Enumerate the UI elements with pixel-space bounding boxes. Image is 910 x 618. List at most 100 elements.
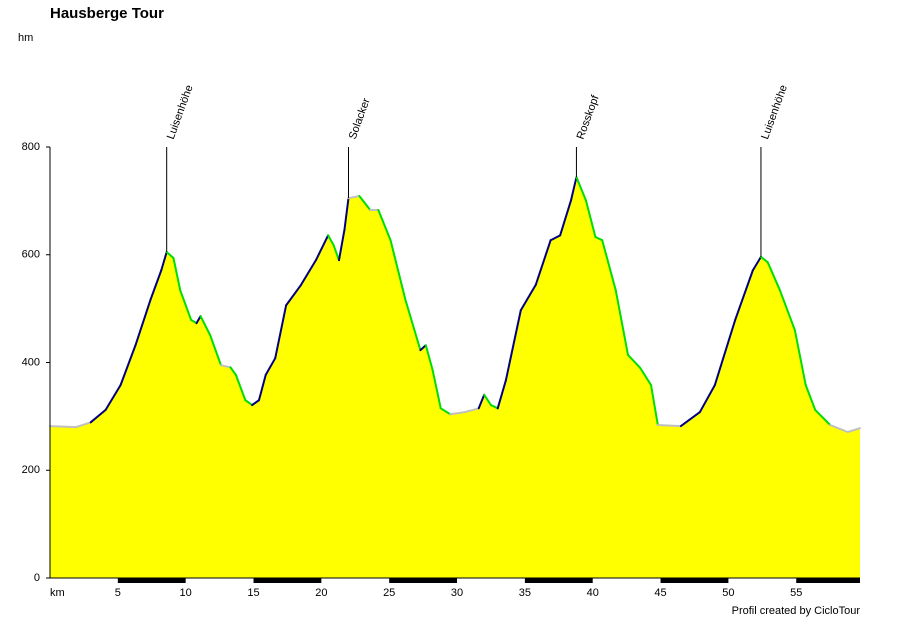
- annotation-label: Luisenhöhe: [165, 83, 196, 141]
- profile-segment: [549, 234, 562, 242]
- x-tick-label: 45: [654, 587, 666, 599]
- profile-segment: [534, 239, 552, 286]
- footer: Profil created by CicloTour: [732, 605, 861, 617]
- profile-segment: [190, 318, 198, 325]
- profile-segment: [219, 364, 232, 369]
- profile-segment: [104, 384, 122, 411]
- y-tick-label: 800: [22, 141, 40, 153]
- profile-segment: [419, 344, 427, 352]
- profile-segment: [327, 234, 335, 247]
- annotation-label: Luisenhöhe: [759, 83, 790, 141]
- profile-segment: [489, 404, 499, 410]
- annotation-label: Solacker: [347, 96, 373, 141]
- profile-segment: [656, 423, 682, 428]
- profile-segment: [814, 408, 832, 426]
- profile-segment: [404, 299, 422, 352]
- profile-segment: [713, 318, 737, 387]
- profile-segment: [195, 315, 202, 325]
- y-unit: hm: [18, 32, 33, 44]
- profile-segment: [570, 176, 578, 202]
- profile-segment: [575, 176, 587, 202]
- profile-segment: [89, 408, 107, 424]
- profile-segment: [804, 384, 817, 411]
- profile-segment: [134, 299, 152, 347]
- x-tick-label: 5: [115, 587, 121, 599]
- profile-segment: [431, 369, 442, 410]
- profile-segment: [679, 411, 701, 428]
- profile-segment: [639, 366, 653, 387]
- x-tick-label: 35: [519, 587, 531, 599]
- profile-segment: [300, 259, 317, 286]
- profile-segment: [829, 423, 849, 433]
- profile-segment: [229, 366, 237, 376]
- y-tick-label: 200: [22, 464, 40, 476]
- profile-segment: [751, 255, 762, 272]
- y-tick-label: 0: [34, 572, 40, 584]
- profile-segment: [464, 407, 480, 414]
- profile-segment: [199, 315, 212, 337]
- chart-title: Hausberge Tour: [50, 5, 164, 22]
- profile-segment: [274, 304, 288, 360]
- x-tick-label: 25: [383, 587, 395, 599]
- profile-segment: [424, 344, 434, 372]
- x-axis-band: [796, 578, 860, 583]
- profile-segment: [584, 199, 597, 238]
- profile-segment: [314, 234, 330, 262]
- profile-segment: [257, 373, 267, 402]
- profile-segment: [846, 427, 861, 433]
- annotation-label: Rosskopf: [575, 93, 602, 141]
- x-axis-band: [524, 578, 593, 583]
- profile-segment: [594, 235, 604, 242]
- x-tick-label: 10: [180, 587, 192, 599]
- profile-segment: [264, 357, 277, 376]
- profile-segment: [149, 269, 163, 302]
- profile-segment: [483, 393, 492, 407]
- x-tick-label: 50: [722, 587, 734, 599]
- profile-segment: [160, 251, 168, 272]
- profile-segment: [332, 244, 340, 262]
- profile-segment: [234, 373, 247, 402]
- profile-segment: [766, 261, 781, 292]
- elevation-area: [50, 177, 860, 579]
- x-axis-band: [660, 578, 729, 583]
- profile-segment: [519, 283, 537, 312]
- profile-segment: [449, 411, 467, 416]
- profile-segment: [74, 421, 92, 429]
- profile-segment: [439, 407, 452, 416]
- profile-segment: [793, 329, 807, 387]
- x-tick-label: 55: [790, 587, 802, 599]
- profile-segment: [358, 195, 372, 212]
- profile-segment: [119, 344, 137, 387]
- x-axis-band: [389, 578, 458, 583]
- profile-segment: [179, 289, 193, 321]
- x-tick-label: 15: [247, 587, 259, 599]
- profile-segment: [49, 425, 77, 429]
- profile-segment: [343, 197, 350, 231]
- profile-segment: [734, 269, 754, 321]
- profile-segment: [601, 239, 617, 292]
- profile-segment: [209, 334, 222, 367]
- profile-segment: [172, 256, 182, 292]
- x-axis-band: [117, 578, 186, 583]
- profile-segment: [698, 384, 716, 414]
- y-tick-label: 400: [22, 356, 40, 368]
- x-tick-label: 30: [451, 587, 463, 599]
- profile-segment: [165, 251, 175, 259]
- profile-segment: [496, 379, 507, 410]
- profile-segment: [614, 289, 629, 356]
- profile-segment: [626, 353, 642, 369]
- profile-segment: [244, 399, 254, 407]
- x-axis-band: [253, 578, 322, 583]
- x-tick-label: 20: [315, 587, 327, 599]
- profile-segment: [251, 399, 260, 407]
- profile-segment: [477, 393, 486, 410]
- profile-segment: [337, 228, 346, 262]
- profile-segment: [650, 384, 659, 426]
- profile-segment: [504, 309, 522, 382]
- profile-segment: [285, 283, 303, 307]
- profile-segment: [347, 195, 361, 200]
- x-tick-label: 40: [587, 587, 599, 599]
- profile-segment: [377, 209, 392, 242]
- profile-segment: [778, 289, 796, 332]
